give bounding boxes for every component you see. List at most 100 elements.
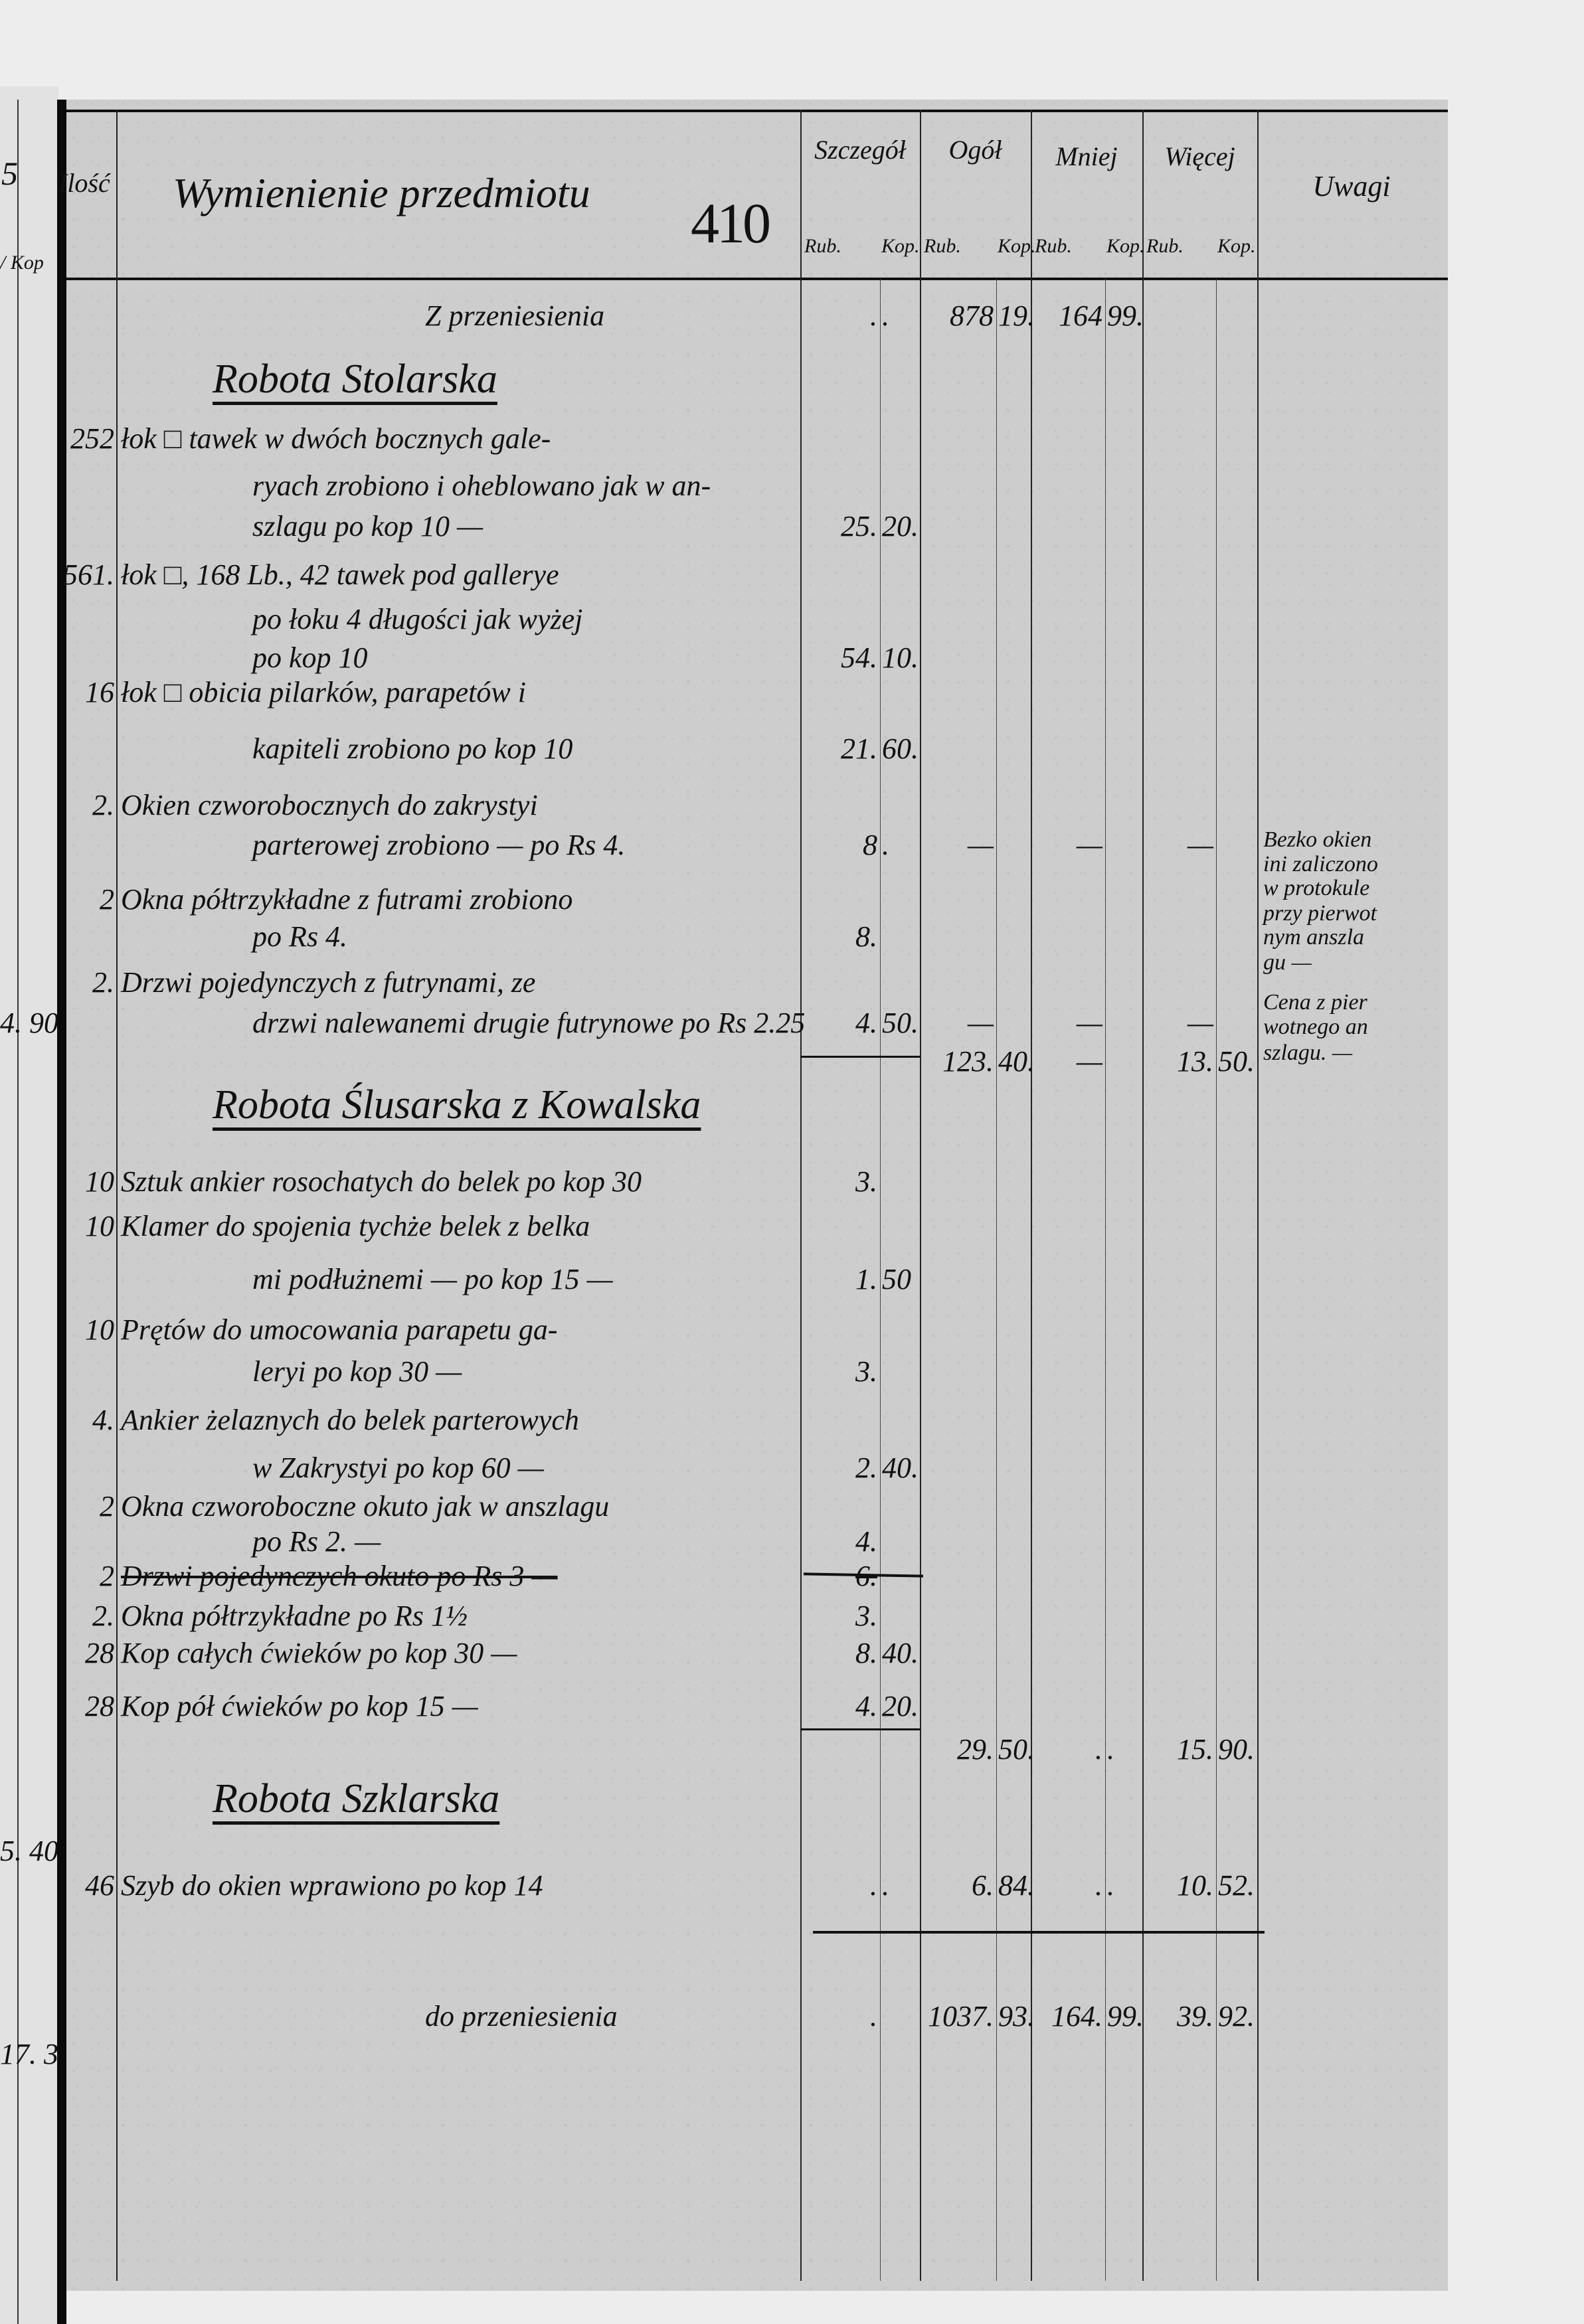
unit-rub-label: Rub. xyxy=(1146,235,1184,257)
item-description: Okna półtrzykładne z futrami zrobiono xyxy=(121,883,573,916)
amount-rub-sz: 21. xyxy=(841,732,877,765)
quantity: 2. xyxy=(92,789,114,821)
amount-kop-sz: 60. xyxy=(882,732,919,765)
item-description: Okien czworobocznych do zakrystyi xyxy=(121,789,538,821)
kop-subcolumn-rule xyxy=(880,279,881,2281)
amount-kop-mn: . xyxy=(1107,1869,1114,1902)
item-description: do przeniesienia xyxy=(425,2000,618,2033)
item-description: Okna półtrzykładne po Rs 1½ xyxy=(121,1600,468,1632)
amount-kop-mn: 99. xyxy=(1107,299,1144,332)
amount-rub-mn: 164 xyxy=(1059,299,1102,332)
item-description: Klamer do spojenia tychże belek z belka xyxy=(121,1210,590,1242)
amount-rub-sz: 8 xyxy=(863,829,877,861)
amount-rub-wi: 10. xyxy=(1177,1869,1213,1902)
item-description: łok □ obicia pilarków, parapetów i xyxy=(121,676,526,708)
amount-rub-mn: . xyxy=(1095,1869,1102,1902)
item-description: Szyb do okien wprawiono po kop 14 xyxy=(121,1869,543,1902)
quantity: 252 xyxy=(70,422,114,455)
item-description: parterowej zrobiono — po Rs 4. xyxy=(252,829,626,861)
item-description: Z przeniesienia xyxy=(425,299,605,332)
item-description: leryi po kop 30 — xyxy=(252,1355,462,1388)
amount-kop-og: 19. xyxy=(998,299,1035,332)
remark-line: gu — xyxy=(1263,950,1312,975)
remark-line: szlagu. — xyxy=(1263,1040,1353,1065)
kop-subcolumn-rule xyxy=(1105,279,1106,2281)
item-description: Kop całych ćwieków po kop 30 — xyxy=(121,1637,517,1669)
amount-kop-og: 40. xyxy=(998,1045,1035,1078)
quantity: 28 xyxy=(85,1637,114,1669)
item-description: mi podłużnemi — po kop 15 — xyxy=(252,1263,613,1295)
header-column-szczegol: Szczegół xyxy=(814,135,906,165)
previous-page-header: 5 xyxy=(1,155,18,192)
mniej-column-rule xyxy=(1031,110,1032,2281)
header-column-wiecej: Więcej xyxy=(1164,141,1235,171)
header-description: Wymienienie przedmiotu xyxy=(173,169,590,216)
remark-line: Bezko okien xyxy=(1263,827,1372,852)
quantity: 10 xyxy=(85,1210,114,1242)
item-description: po Rs 2. — xyxy=(252,1525,381,1558)
unit-kop-label: Kop. xyxy=(1217,235,1256,257)
previous-page-header: / Kop xyxy=(0,252,44,274)
item-description: Prętów do umocowania parapetu ga- xyxy=(121,1313,558,1346)
wiecej-column-rule xyxy=(1142,110,1144,2281)
amount-rub-og: — xyxy=(967,829,994,861)
amount-rub-sz: . xyxy=(870,1869,877,1902)
amount-rub-wi: — xyxy=(1187,1007,1213,1039)
ledger-sheet xyxy=(66,100,1448,2291)
amount-rub-og: 123. xyxy=(942,1045,994,1078)
quantity: 2 xyxy=(100,1490,114,1523)
previous-page-value: 5. 40. xyxy=(0,1835,66,1867)
item-description: po kop 10 xyxy=(252,641,368,674)
ogol-column-rule xyxy=(920,110,921,2281)
quantity: 561. xyxy=(63,558,114,591)
amount-rub-sz: 3. xyxy=(855,1600,877,1632)
amount-kop-mn: . xyxy=(1107,1733,1114,1766)
item-description: łok □, 168 Lb., 42 tawek pod gallerye xyxy=(121,558,559,591)
amount-rub-sz: . xyxy=(870,2000,877,2033)
amount-rub-sz: 25. xyxy=(841,510,877,542)
unit-rub-label: Rub. xyxy=(804,235,841,257)
item-description: łok □ tawek w dwóch bocznych gale- xyxy=(121,422,551,455)
amount-rub-og: 29. xyxy=(957,1733,994,1766)
amount-rub-mn: . xyxy=(1095,1733,1102,1766)
quantity: 10 xyxy=(85,1165,114,1198)
item-description: po Rs 4. xyxy=(252,920,347,953)
item-description: Kop pół ćwieków po kop 15 — xyxy=(121,1690,478,1722)
remark-line: ini zaliczono xyxy=(1263,852,1378,876)
kop-subcolumn-rule xyxy=(1216,279,1217,2281)
unit-rub-label: Rub. xyxy=(1035,235,1072,257)
amount-rub-wi: 39. xyxy=(1177,2000,1213,2033)
amount-kop-wi: 50. xyxy=(1218,1045,1255,1078)
amount-rub-mn: — xyxy=(1076,1007,1102,1039)
unit-kop-label: Kop. xyxy=(1106,235,1145,257)
amount-rub-og: 1037. xyxy=(928,2000,994,2033)
kop-subcolumn-rule xyxy=(996,279,997,2281)
amount-rub-sz: . xyxy=(870,299,877,332)
amount-rub-mn: 164. xyxy=(1051,2000,1102,2033)
amount-rub-mn: — xyxy=(1076,1045,1102,1078)
amount-rub-sz: 3. xyxy=(855,1355,877,1388)
amount-rub-wi: 15. xyxy=(1177,1733,1213,1766)
amount-kop-og: 50. xyxy=(998,1733,1035,1766)
unit-kop-label: Kop. xyxy=(998,235,1036,257)
quantity-column-rule xyxy=(116,110,118,2281)
szczegol-column-rule xyxy=(800,110,802,2281)
amount-rub-og: 878 xyxy=(950,299,994,332)
quantity: 2 xyxy=(100,1560,114,1592)
item-description: Okna czworoboczne okuto jak w anszlagu xyxy=(121,1490,610,1523)
remark-line: przy pierwot xyxy=(1263,901,1377,926)
total-rule xyxy=(813,1931,1265,1934)
header-column-ogol: Ogół xyxy=(948,135,1002,165)
remark-line: nym anszla xyxy=(1263,925,1365,950)
amount-rub-sz: 8. xyxy=(855,1637,877,1669)
amount-rub-sz: 4. xyxy=(855,1525,877,1558)
amount-kop-sz: 20. xyxy=(882,1690,919,1722)
amount-rub-sz: 4. xyxy=(855,1690,877,1722)
amount-kop-og: 84. xyxy=(998,1869,1035,1902)
quantity: 28 xyxy=(85,1690,114,1722)
header-bottom-rule xyxy=(66,278,1448,280)
amount-rub-wi: — xyxy=(1187,829,1213,861)
quantity: 4. xyxy=(92,1404,114,1436)
amount-rub-sz: 54. xyxy=(841,641,877,674)
item-description: Drzwi pojedynczych okuto po Rs 3 — xyxy=(121,1560,558,1592)
